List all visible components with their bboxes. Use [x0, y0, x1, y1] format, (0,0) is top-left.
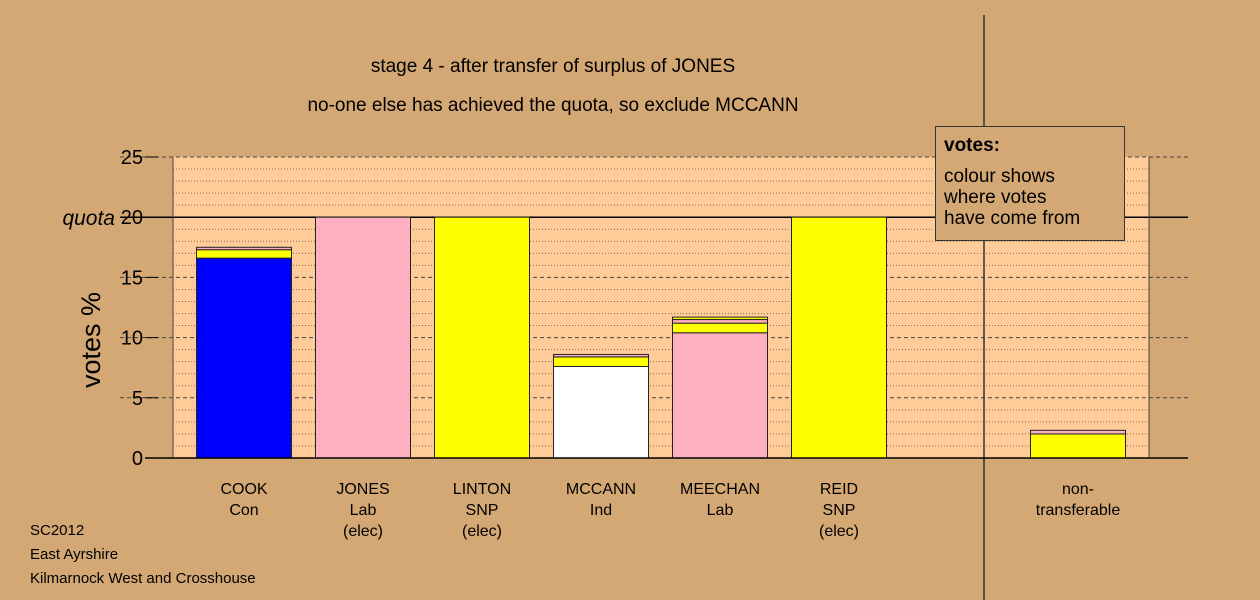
- category-label: SNP: [823, 502, 856, 519]
- legend: votes: colour shows where votes have com…: [935, 126, 1125, 241]
- bar-segment: [434, 216, 530, 459]
- category-label: (elec): [462, 523, 502, 540]
- y-tick-label: 5: [132, 388, 143, 410]
- bar-segment: [553, 353, 649, 358]
- axes: 0 5 10 15 20 25 COOK Con JONES Lab (elec) LINTON SNP…: [121, 15, 1188, 600]
- category-label: REID: [820, 481, 858, 498]
- y-axis-label: votes %: [76, 292, 106, 388]
- footer-election: SC2012: [30, 522, 85, 539]
- bars: [196, 216, 1126, 459]
- category-label: MEECHAN: [680, 481, 760, 498]
- category-label: non-: [1062, 481, 1094, 498]
- legend-title: votes:: [944, 135, 1000, 156]
- bar-segment: [672, 319, 768, 324]
- bar-segment: [196, 249, 292, 259]
- bar-segment: [1030, 433, 1126, 459]
- bar-segment: [196, 246, 292, 251]
- bar-segment: [553, 365, 649, 459]
- y-tick-label: 10: [121, 328, 143, 350]
- category-label: Lab: [707, 502, 734, 519]
- category-label: (elec): [343, 523, 383, 540]
- bar-segment: [315, 216, 411, 459]
- category-label: SNP: [466, 502, 499, 519]
- category-label: MCCANN: [566, 481, 636, 498]
- chart-subtitle: no-one else has achieved the quota, so e…: [307, 95, 798, 116]
- category-label: Lab: [350, 502, 377, 519]
- bar-segment: [672, 332, 768, 459]
- y-tick-label: 20: [121, 207, 143, 229]
- bar-segment: [672, 316, 768, 321]
- category-label: transferable: [1036, 502, 1121, 519]
- y-tick-label: 25: [121, 147, 143, 169]
- legend-line: colour shows: [944, 166, 1055, 187]
- bar-segment: [1030, 429, 1126, 435]
- category-label: (elec): [819, 523, 859, 540]
- category-label: LINTON: [453, 481, 511, 498]
- footer-ward: Kilmarnock West and Crosshouse: [30, 570, 256, 587]
- bar-segment: [672, 322, 768, 334]
- category-label: JONES: [336, 481, 389, 498]
- chart-title: stage 4 - after transfer of surplus of J…: [371, 56, 735, 77]
- category-label: Ind: [590, 502, 612, 519]
- category-label: Con: [229, 502, 258, 519]
- legend-line: where votes: [944, 187, 1047, 208]
- y-tick-label: 0: [132, 448, 143, 470]
- quota-label: quota: [62, 207, 115, 230]
- legend-line: have come from: [944, 208, 1081, 229]
- bar-segment: [553, 356, 649, 367]
- bar-segment: [196, 257, 292, 459]
- bar-segment: [791, 216, 887, 459]
- y-tick-label: 15: [121, 267, 143, 289]
- category-label: COOK: [220, 481, 267, 498]
- footer-council: East Ayrshire: [30, 546, 119, 563]
